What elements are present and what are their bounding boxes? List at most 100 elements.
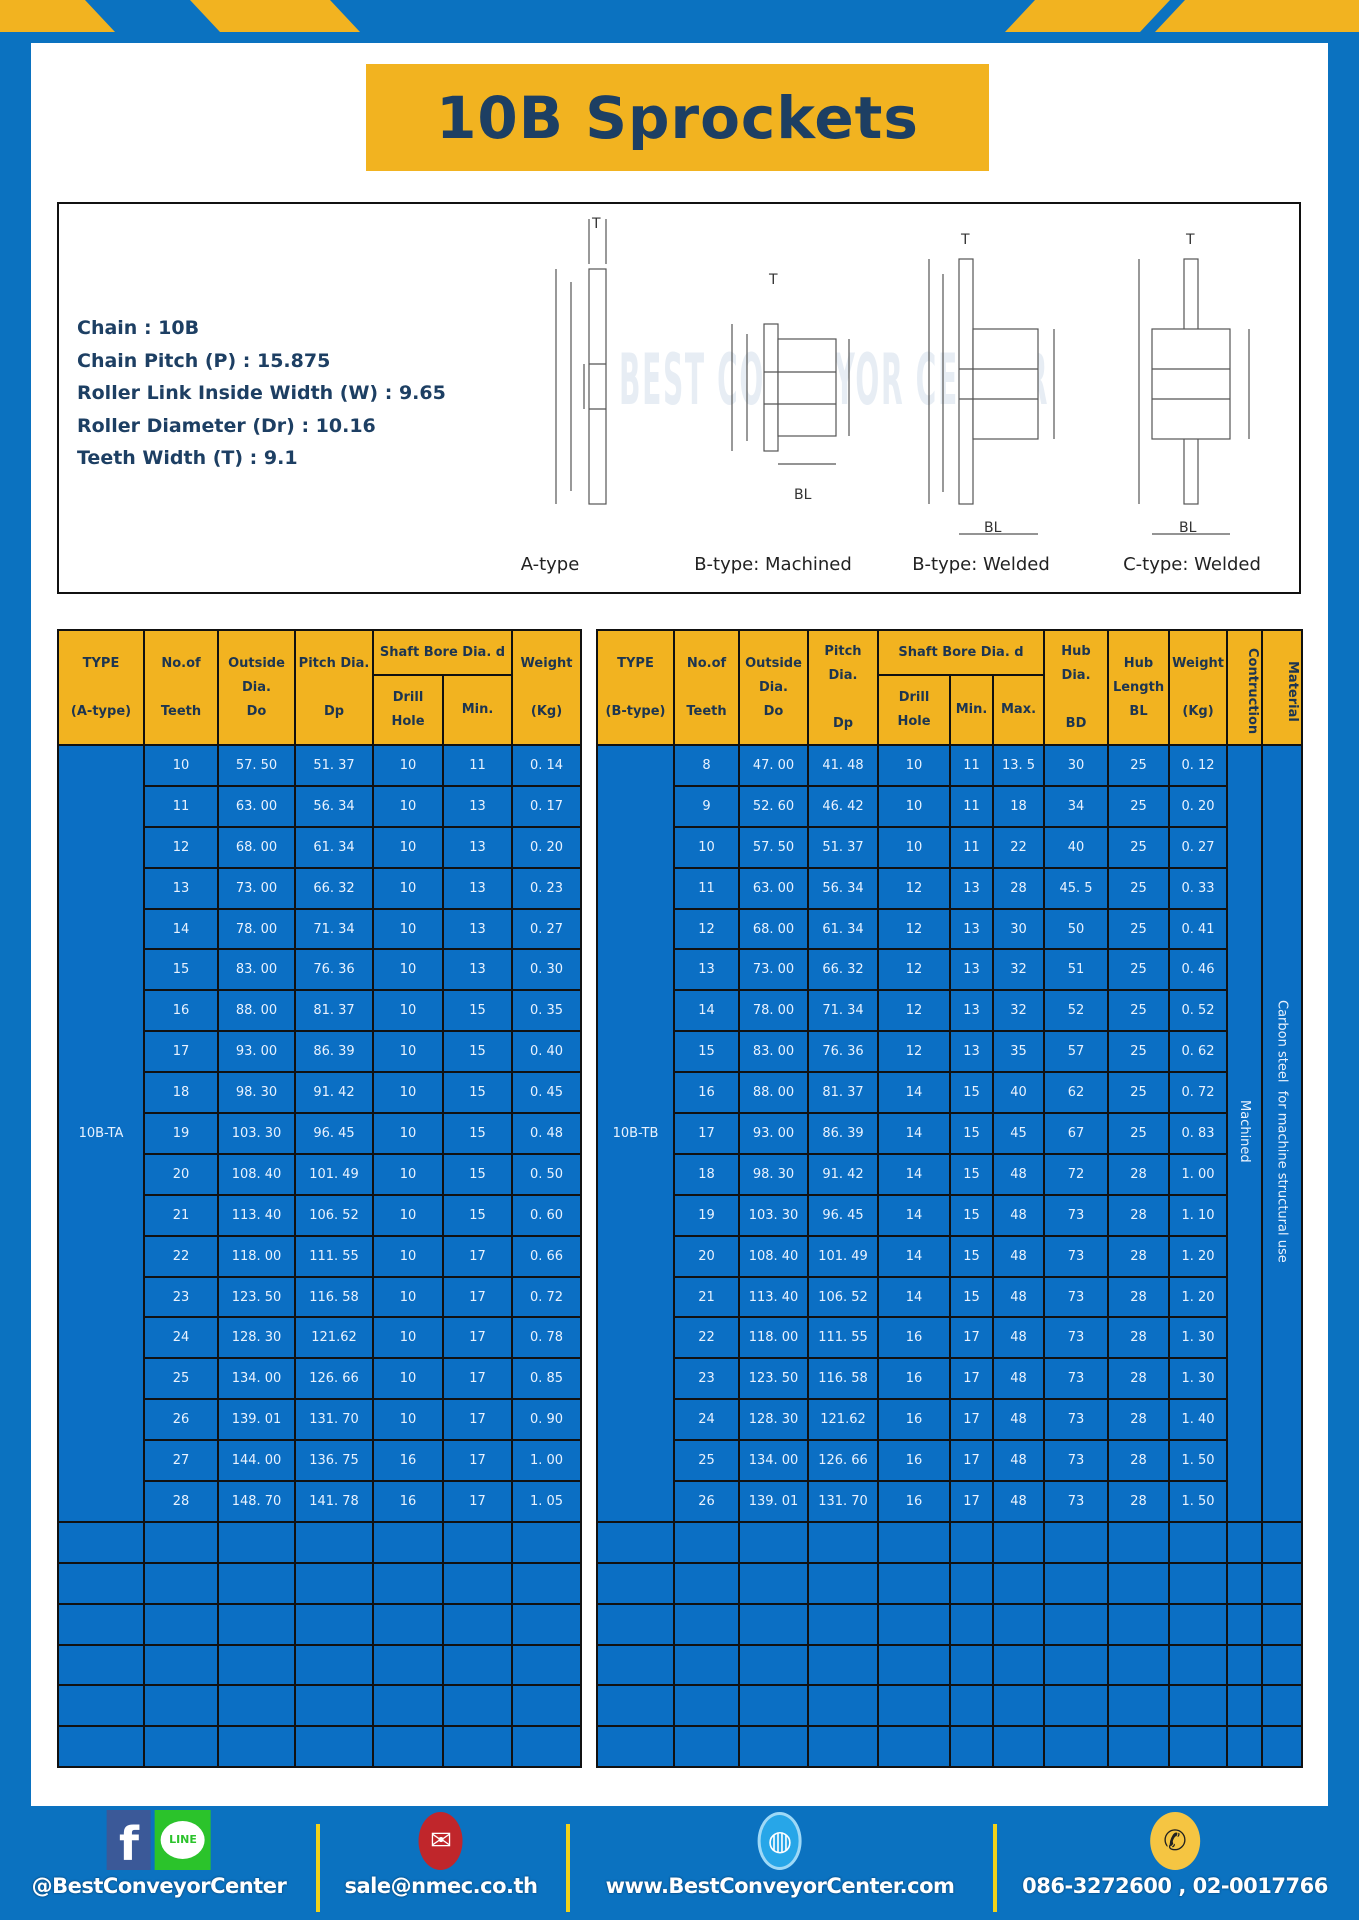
table-cell: 28 xyxy=(1107,1398,1171,1442)
col-outside-dia: Outside Dia. Do xyxy=(217,629,296,746)
empty-row xyxy=(57,1684,583,1728)
table-cell: 10 xyxy=(372,1112,444,1155)
table-cell: 10 xyxy=(372,1275,444,1319)
table-cell: 10 xyxy=(372,1030,444,1074)
table-cell: 126. 66 xyxy=(294,1357,374,1401)
table-cell: 83. 00 xyxy=(217,948,296,992)
table-cell: 141. 78 xyxy=(294,1480,374,1523)
construction-value: Machined xyxy=(1237,1100,1253,1163)
empty-cell xyxy=(673,1602,740,1646)
table-cell: 10 xyxy=(372,1357,444,1401)
table-cell: 25 xyxy=(673,1439,740,1483)
table-cell: 48 xyxy=(991,1398,1046,1442)
table-cell: 25 xyxy=(1107,825,1171,869)
empty-cell xyxy=(1226,1725,1264,1769)
table-cell: 1. 00 xyxy=(511,1439,583,1483)
table-cell: 0. 46 xyxy=(1168,948,1229,992)
type-cell: 10B-TB xyxy=(596,744,675,1523)
label-b-welded: B-type: Welded xyxy=(912,554,1050,575)
empty-cell xyxy=(673,1684,740,1728)
dim-bl: BL xyxy=(1179,520,1197,536)
table-cell: 128. 30 xyxy=(738,1398,809,1442)
table-cell: 71. 34 xyxy=(807,989,879,1033)
website-link[interactable]: www.BestConveyorCenter.com xyxy=(605,1874,955,1898)
empty-cell xyxy=(511,1520,583,1564)
sprocket-diagram: Chain : 10B Chain Pitch (P) : 15.875 Rol… xyxy=(57,202,1301,594)
empty-cell xyxy=(372,1520,444,1564)
table-cell: 51. 37 xyxy=(294,744,374,787)
table-cell: 1. 20 xyxy=(1168,1275,1229,1319)
table-cell: 25 xyxy=(143,1357,219,1401)
table-row: 23 123. 50 116. 58 10 17 0. 72 xyxy=(58,1275,583,1319)
table-cell: 134. 00 xyxy=(217,1357,296,1401)
dim-t: T xyxy=(960,232,970,248)
table-cell: 15 xyxy=(441,1152,514,1196)
col-weight: Weight (Kg) xyxy=(1168,629,1229,746)
table-cell: 86. 39 xyxy=(807,1112,879,1155)
globe-icon: ◍ xyxy=(758,1812,802,1870)
empty-cell xyxy=(57,1643,145,1687)
email-link[interactable]: sale@nmec.co.th xyxy=(344,1874,538,1898)
table-cell: 56. 34 xyxy=(294,784,374,828)
empty-cell xyxy=(807,1520,879,1564)
table-cell: 10 xyxy=(372,784,444,828)
table-cell: 18 xyxy=(673,1152,740,1196)
social-handle[interactable]: @BestConveyorCenter xyxy=(31,1874,287,1898)
empty-cell xyxy=(1226,1684,1264,1728)
table-row: 23 123. 50 116. 58 16 17 48 73 28 1. 30 xyxy=(597,1357,1302,1401)
line-icon[interactable]: LINE xyxy=(154,1810,211,1870)
table-row: 14 78. 00 71. 34 12 13 32 52 25 0. 52 xyxy=(597,989,1302,1033)
table-cell: 28 xyxy=(991,866,1046,910)
empty-cell xyxy=(949,1684,994,1728)
empty-cell xyxy=(57,1602,145,1646)
table-cell: 93. 00 xyxy=(738,1112,809,1155)
table-cell: 0. 41 xyxy=(1168,907,1229,951)
empty-cell xyxy=(877,1725,951,1769)
footer-phone[interactable]: ✆ 086-3272600 , 02-0017766 xyxy=(1022,1806,1328,1898)
table-cell: 12 xyxy=(877,989,951,1033)
table-row: 20 108. 40 101. 49 10 15 0. 50 xyxy=(58,1152,583,1196)
table-row: 19 103. 30 96. 45 10 15 0. 48 xyxy=(58,1112,583,1155)
empty-cell xyxy=(1043,1602,1110,1646)
table-cell: 10 xyxy=(372,1193,444,1237)
table-cell: 118. 00 xyxy=(738,1316,809,1360)
spec-inside-width: Roller Link Inside Width (W) : 9.65 xyxy=(77,382,446,404)
empty-row xyxy=(596,1602,1304,1646)
table-cell: 57. 50 xyxy=(738,825,809,869)
table-cell: 10 xyxy=(372,948,444,992)
table-cell: 48 xyxy=(991,1234,1046,1278)
table-cell: 11 xyxy=(673,866,740,910)
table-cell: 10 xyxy=(877,744,951,787)
footer-social[interactable]: f LINE @BestConveyorCenter xyxy=(32,1806,287,1898)
table-cell: 16 xyxy=(877,1316,951,1360)
dim-bl: BL xyxy=(984,520,1002,536)
table-cell: 13 xyxy=(949,948,994,992)
sprocket-drawings: BEST CONVEYOR CENTER T T T T BL BL BL xyxy=(555,216,1250,536)
table-row: 15 83. 00 76. 36 10 13 0. 30 xyxy=(58,948,583,992)
facebook-icon[interactable]: f xyxy=(106,1810,151,1871)
table-row: 10 57. 50 51. 37 10 11 22 40 25 0. 27 xyxy=(597,825,1302,869)
table-cell: 15 xyxy=(441,1193,514,1237)
col-hub-dia: Hub Dia. BD xyxy=(1043,629,1110,746)
table-cell: 17 xyxy=(441,1275,514,1319)
table-cell: 41. 48 xyxy=(807,744,879,787)
empty-cell xyxy=(294,1684,374,1728)
b-machined-drawing xyxy=(731,323,850,465)
table-cell: 16 xyxy=(877,1357,951,1401)
table-cell: 0. 72 xyxy=(511,1275,583,1319)
footer-email[interactable]: ✉ sale@nmec.co.th xyxy=(345,1806,538,1898)
table-cell: 0. 66 xyxy=(511,1234,583,1278)
col-shaft-bore: Shaft Bore Dia. d xyxy=(371,629,514,676)
table-cell: 63. 00 xyxy=(738,866,809,910)
table-cell: 21 xyxy=(673,1275,740,1319)
phone-number[interactable]: 086-3272600 , 02-0017766 xyxy=(1022,1874,1328,1898)
table-cell: 25 xyxy=(1107,784,1171,828)
footer-website[interactable]: ◍ www.BestConveyorCenter.com xyxy=(606,1806,955,1898)
table-cell: 18 xyxy=(991,784,1046,828)
table-cell: 15 xyxy=(441,1071,514,1115)
table-cell: 1. 30 xyxy=(1168,1357,1229,1401)
table-cell: 13 xyxy=(143,866,219,910)
table-cell: 28 xyxy=(1107,1357,1171,1401)
empty-cell xyxy=(877,1561,951,1605)
table-cell: 13 xyxy=(441,825,514,869)
